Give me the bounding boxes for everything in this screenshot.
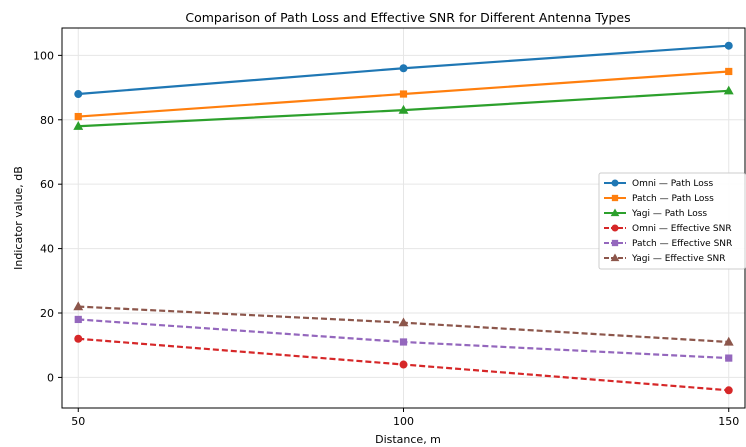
x-tick-label: 150 — [718, 415, 739, 428]
y-tick-label: 80 — [40, 114, 54, 127]
data-point — [398, 317, 409, 327]
data-point — [73, 121, 84, 130]
series-layer — [73, 41, 734, 395]
data-point — [725, 354, 733, 362]
y-tick-label: 100 — [33, 49, 54, 62]
x-axis-label: Distance, m — [375, 433, 441, 446]
y-axis-label: Indicator value, dB — [12, 166, 25, 270]
x-tick-label: 100 — [393, 415, 414, 428]
data-point — [724, 386, 733, 395]
series-5 — [73, 301, 734, 346]
data-point — [723, 85, 734, 95]
legend-marker — [611, 239, 619, 247]
legend: Omni — Path Loss Patch — Path Loss Yagi — … — [598, 172, 746, 270]
data-point — [74, 90, 83, 99]
y-tick-label: 60 — [40, 178, 54, 191]
data-point — [399, 360, 408, 369]
series-3 — [74, 334, 733, 395]
data-point — [399, 90, 408, 98]
data-point — [73, 301, 84, 311]
legend-marker — [610, 253, 620, 262]
legend-box — [598, 172, 746, 270]
legend-label: Omni — Effective SNR — [632, 224, 732, 234]
series-4 — [74, 315, 733, 362]
data-point — [399, 338, 408, 346]
x-tick-label: 50 — [71, 415, 85, 428]
legend-marker — [611, 179, 619, 187]
legend-marker — [611, 224, 619, 232]
chart-title: Comparison of Path Loss and Effective SN… — [185, 10, 630, 25]
data-point — [399, 64, 408, 73]
legend-label: Yagi — Effective SNR — [631, 254, 726, 264]
series-2 — [73, 85, 734, 130]
data-point — [74, 315, 82, 324]
series-1 — [74, 67, 733, 121]
series-0 — [74, 41, 733, 99]
ticks: 50 100 150 0 20 40 60 80 100 — [33, 49, 739, 428]
legend-label: Patch — Effective SNR — [632, 239, 732, 249]
y-tick-label: 0 — [47, 371, 54, 384]
data-point — [723, 336, 734, 346]
data-point — [74, 334, 83, 343]
legend-label: Patch — Path Loss — [632, 194, 714, 204]
y-tick-label: 40 — [40, 243, 54, 256]
legend-marker — [611, 194, 619, 202]
data-point — [398, 104, 409, 114]
legend-label: Yagi — Path Loss — [631, 209, 707, 219]
data-point — [724, 41, 733, 50]
data-point — [725, 67, 733, 76]
data-point — [74, 112, 82, 121]
legend-label: Omni — Path Loss — [632, 179, 713, 189]
legend-marker — [610, 208, 620, 217]
y-tick-label: 20 — [40, 307, 54, 320]
